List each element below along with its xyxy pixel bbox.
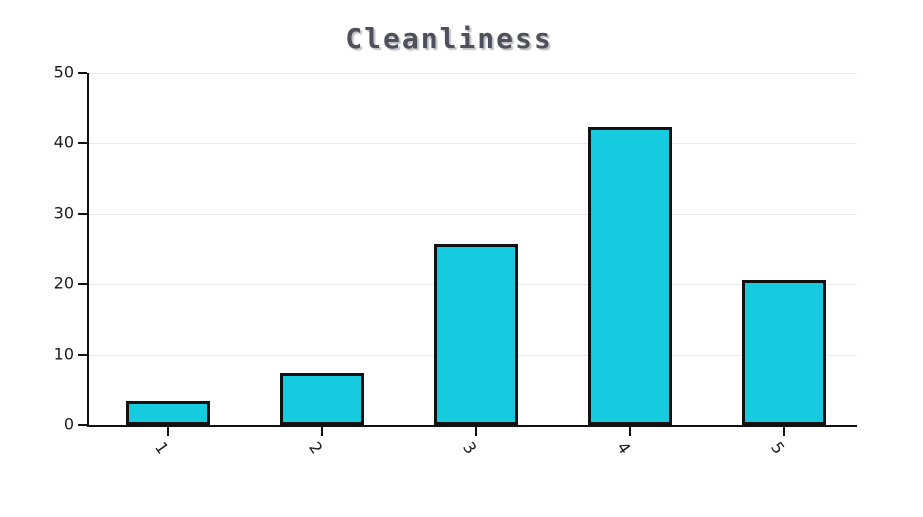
y-tick-label: 50	[53, 62, 74, 82]
x-axis-line	[87, 425, 857, 427]
gridline-50	[89, 73, 857, 74]
y-tick-label: 0	[63, 414, 74, 434]
x-tick-label: 1	[150, 438, 173, 458]
gridline-40	[89, 143, 857, 145]
y-tick-mark	[78, 353, 87, 356]
x-tick-mark	[782, 427, 785, 436]
y-tick-label: 20	[53, 273, 74, 293]
y-tick-mark	[78, 424, 87, 426]
y-tick-mark	[78, 72, 87, 74]
bar	[587, 127, 672, 425]
x-tick-label: 5	[766, 438, 789, 458]
bar	[125, 401, 210, 425]
x-tick-mark	[474, 427, 477, 436]
x-tick-label: 2	[304, 438, 327, 458]
x-tick-mark	[320, 427, 323, 436]
bar	[433, 244, 518, 425]
plot-area: 0 10 20 30 40 50 1 2 3 4 5	[54, 64, 857, 457]
bar	[741, 280, 826, 425]
y-tick-mark	[78, 142, 87, 145]
y-tick-label: 40	[53, 133, 74, 153]
x-tick-label: 3	[458, 438, 481, 458]
y-tick-mark	[78, 283, 87, 286]
y-axis-line	[87, 73, 89, 427]
chart-title: Cleanliness	[345, 22, 553, 55]
y-tick-label: 30	[53, 203, 74, 223]
bar	[279, 373, 364, 425]
x-tick-label: 4	[612, 438, 635, 458]
y-tick-mark	[78, 212, 87, 215]
x-tick-mark	[166, 427, 169, 436]
x-tick-mark	[628, 427, 631, 436]
y-tick-label: 10	[53, 344, 74, 364]
gridline-30	[89, 213, 857, 215]
